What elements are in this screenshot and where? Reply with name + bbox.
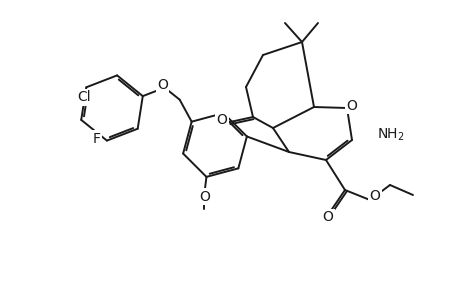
- Text: O: O: [216, 113, 227, 127]
- Text: O: O: [322, 210, 333, 224]
- Text: O: O: [157, 78, 168, 92]
- Text: Cl: Cl: [77, 90, 91, 104]
- Text: NH$_2$: NH$_2$: [376, 127, 404, 143]
- Text: O: O: [369, 189, 380, 203]
- Text: O: O: [346, 99, 357, 113]
- Text: F: F: [93, 132, 101, 145]
- Text: O: O: [199, 190, 209, 204]
